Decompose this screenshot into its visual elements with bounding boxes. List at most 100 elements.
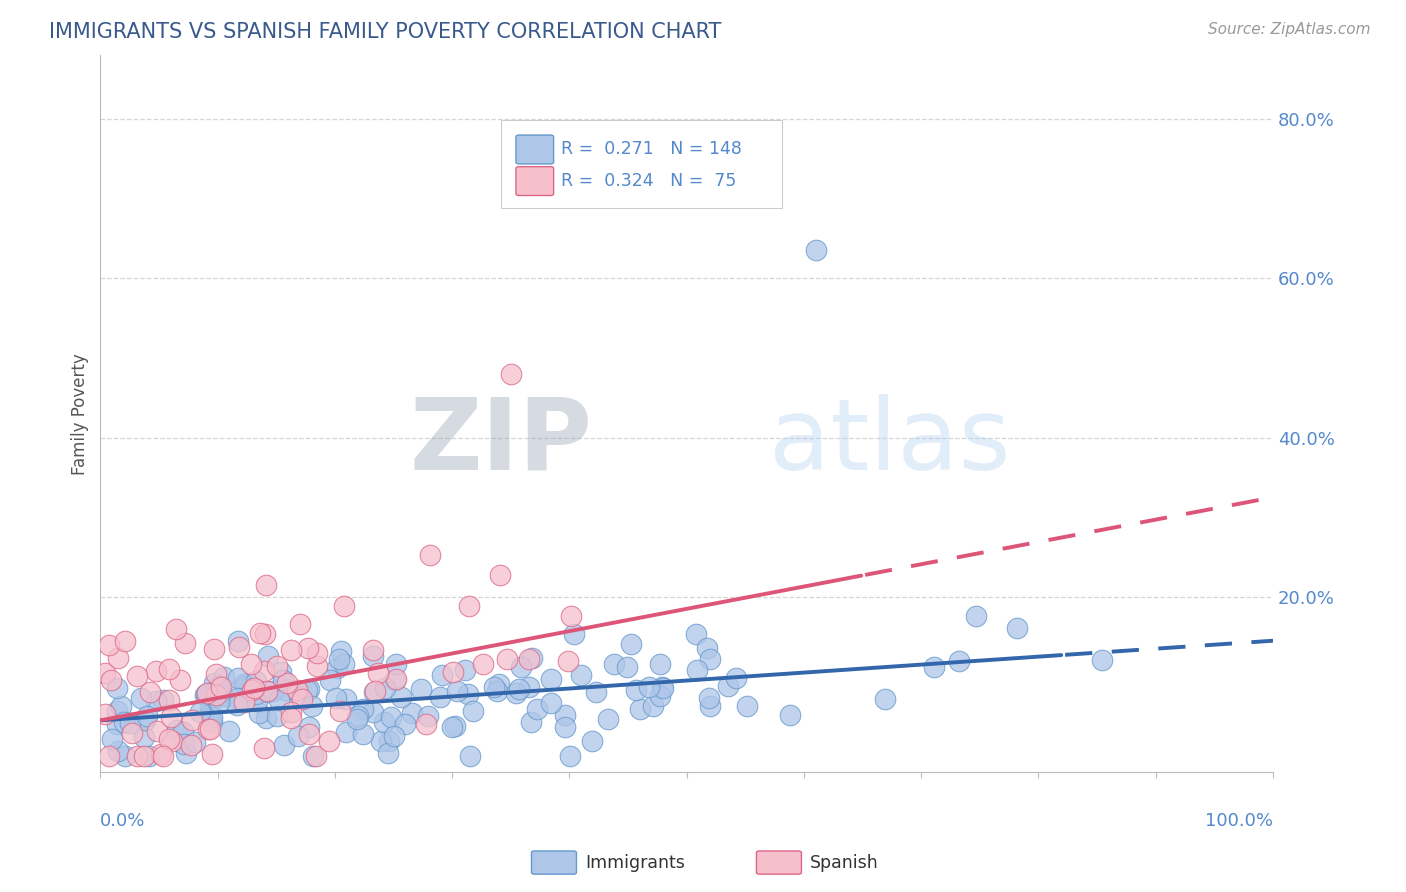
Point: [717, 679, 740, 693]
Point: [297, 640, 319, 655]
Point: [443, 719, 465, 733]
Point: [735, 698, 758, 713]
Point: [160, 710, 183, 724]
Point: [384, 673, 406, 687]
Point: [430, 667, 453, 681]
Text: 100.0%: 100.0%: [1205, 812, 1272, 830]
Point: [335, 725, 357, 739]
Point: [581, 734, 603, 748]
Point: [377, 746, 399, 760]
Point: [457, 687, 479, 701]
Point: [496, 652, 519, 666]
Point: [114, 634, 136, 648]
Point: [209, 680, 232, 694]
Point: [564, 626, 586, 640]
Point: [458, 599, 481, 613]
Point: [471, 657, 494, 672]
Point: [100, 732, 122, 747]
Text: Source: ZipAtlas.com: Source: ZipAtlas.com: [1208, 22, 1371, 37]
Point: [249, 625, 271, 640]
Point: [257, 649, 280, 664]
Point: [100, 673, 122, 687]
Point: [218, 723, 240, 738]
Point: [526, 702, 548, 716]
Point: [165, 622, 187, 636]
Point: [157, 693, 180, 707]
Point: [699, 699, 721, 714]
Point: [172, 724, 194, 739]
Point: [288, 690, 311, 705]
Point: [280, 643, 302, 657]
Point: [202, 675, 225, 690]
Point: [205, 688, 228, 702]
Point: [333, 657, 356, 672]
Point: [522, 650, 544, 665]
Point: [208, 695, 231, 709]
Point: [276, 676, 298, 690]
Point: [385, 672, 408, 686]
Point: [965, 609, 987, 624]
Point: [291, 692, 314, 706]
Point: [385, 657, 408, 671]
Text: IMMIGRANTS VS SPANISH FAMILY POVERTY CORRELATION CHART: IMMIGRANTS VS SPANISH FAMILY POVERTY COR…: [49, 22, 721, 42]
Point: [596, 712, 619, 726]
Point: [228, 640, 250, 655]
Point: [233, 677, 256, 691]
Point: [540, 672, 562, 686]
Point: [214, 689, 236, 703]
Point: [569, 668, 592, 682]
Point: [201, 747, 224, 761]
Point: [361, 648, 384, 663]
Point: [138, 685, 160, 699]
Point: [232, 695, 254, 709]
Point: [201, 710, 224, 724]
Point: [162, 733, 184, 747]
Point: [641, 699, 664, 714]
Point: [346, 712, 368, 726]
Point: [197, 722, 219, 736]
Point: [409, 681, 432, 696]
Point: [724, 671, 747, 685]
Point: [298, 727, 321, 741]
Point: [245, 687, 267, 701]
Point: [499, 367, 522, 381]
Point: [247, 706, 270, 721]
Point: [150, 747, 173, 761]
Point: [245, 674, 267, 689]
Point: [212, 670, 235, 684]
Point: [184, 735, 207, 749]
Point: [129, 690, 152, 705]
Point: [319, 673, 342, 687]
Point: [198, 722, 221, 736]
Point: [696, 640, 718, 655]
Point: [416, 709, 439, 723]
Point: [685, 627, 707, 641]
Text: Immigrants: Immigrants: [585, 854, 685, 871]
Point: [517, 652, 540, 666]
Point: [305, 646, 328, 660]
Point: [554, 708, 576, 723]
Point: [302, 748, 325, 763]
Point: [240, 682, 263, 697]
Point: [485, 684, 508, 698]
Point: [174, 747, 197, 761]
Point: [1007, 621, 1029, 635]
Point: [157, 662, 180, 676]
Point: [127, 749, 149, 764]
Point: [540, 696, 562, 710]
Point: [560, 608, 582, 623]
Point: [145, 664, 167, 678]
Point: [489, 567, 512, 582]
Point: [252, 740, 274, 755]
Point: [202, 642, 225, 657]
Point: [200, 702, 222, 716]
Y-axis label: Family Poverty: Family Poverty: [72, 352, 89, 475]
Point: [446, 684, 468, 698]
Point: [226, 671, 249, 685]
Point: [152, 693, 174, 707]
Point: [804, 244, 827, 258]
Point: [262, 684, 284, 698]
Point: [620, 637, 643, 651]
Point: [105, 704, 128, 718]
Point: [389, 690, 412, 704]
